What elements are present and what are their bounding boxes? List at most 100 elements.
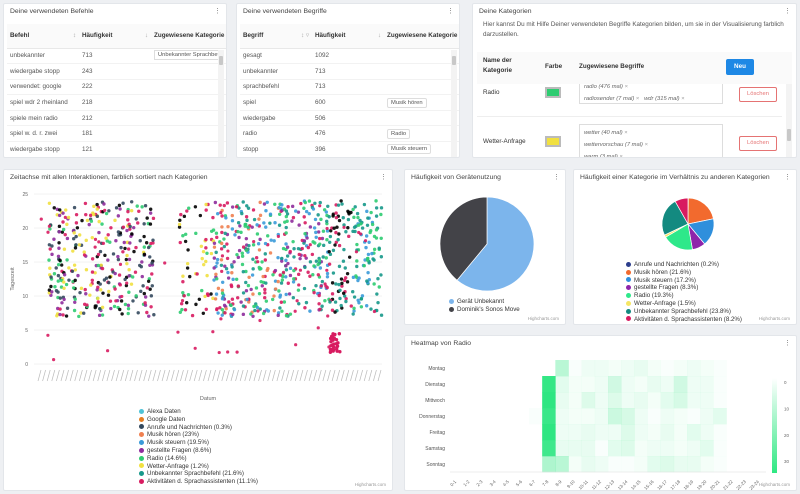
sort-icon[interactable]: ↓ [377, 32, 381, 40]
column-header-begriff[interactable]: Begriff ↕ ▿ [240, 24, 312, 49]
column-header-befehl[interactable]: Befehl ↕ [7, 24, 79, 49]
category-select[interactable]: Unbekannter Sprachbefehl [154, 49, 222, 60]
remove-term-icon[interactable]: × [644, 142, 648, 148]
legend-item[interactable]: Musik hören (23%) [139, 431, 258, 439]
table-row[interactable]: wiedergabe stopp 121 [7, 141, 226, 157]
highcharts-credit[interactable]: Highcharts.com [527, 316, 559, 321]
cell-category[interactable] [151, 79, 226, 96]
table-row[interactable]: spiele mein radio 212 [7, 110, 226, 127]
legend-item[interactable]: Alexa Daten [139, 408, 258, 416]
highcharts-credit[interactable]: Highcharts.com [758, 482, 790, 487]
table-row[interactable]: spiel 600 Musik hören [240, 94, 459, 111]
highcharts-credit[interactable]: Highcharts.com [354, 482, 386, 487]
legend-item[interactable]: Anrufe und Nachrichten (0.2%) [626, 261, 742, 269]
delete-category-button[interactable]: Löschen [739, 87, 777, 102]
terms-input[interactable]: wetter (40 mal) × wettervorschau (7 mal)… [579, 124, 723, 157]
cell-category[interactable]: Radio [384, 125, 459, 143]
panel-menu-icon[interactable]: ⋮ [784, 8, 791, 15]
commands-panel: Deine verwendeten Befehle ⋮ Befehl ↕ Häuf… [3, 3, 227, 158]
legend-item[interactable]: Anrufe und Nachrichten (0.3%) [139, 424, 258, 432]
remove-term-icon[interactable]: × [681, 96, 685, 102]
legend-item[interactable]: Unbekannter Sprachbefehl (23.8%) [626, 308, 742, 316]
sort-icon[interactable]: ↕ [72, 32, 76, 40]
cell-category[interactable]: Unbekannter Sprachbefehl [151, 48, 226, 65]
table-row[interactable]: sprachbefehl 713 [240, 79, 459, 96]
timeline-scatter-chart[interactable]: 0 5 10 15 20 25 Tageszeit Datum [4, 184, 393, 424]
legend-item[interactable]: Gerät Unbekannt [449, 298, 520, 306]
cell-category[interactable] [151, 63, 226, 80]
cell-category[interactable] [384, 48, 459, 65]
category-share-panel-title: Häufigkeit einer Kategorie im Verhältnis… [580, 174, 770, 181]
device-panel-title: Häufigkeit von Gerätenutzung [411, 174, 501, 181]
category-pie-chart[interactable] [574, 190, 797, 260]
highcharts-credit[interactable]: Highcharts.com [758, 316, 790, 321]
cell-category[interactable] [151, 141, 226, 157]
cell-category[interactable] [384, 63, 459, 80]
sort-icon[interactable]: ↓ [144, 32, 148, 40]
cell-category[interactable] [384, 79, 459, 96]
table-row[interactable]: verwendet: google 222 [7, 79, 226, 96]
chart-menu-icon[interactable]: ⋮ [784, 174, 791, 181]
cell-category[interactable]: Musik steuern [384, 141, 459, 157]
table-row[interactable]: gesagt 1092 [240, 48, 459, 65]
color-swatch[interactable] [545, 87, 561, 98]
table-row[interactable]: spiel w. d. r. zwei 181 [7, 125, 226, 143]
cell-count: 1092 [312, 48, 384, 65]
table-row[interactable]: unbekannter 713 [240, 63, 459, 80]
legend-item[interactable]: gestellte Fragen (8.6%) [139, 447, 258, 455]
remove-term-icon[interactable]: × [624, 130, 628, 136]
cell-category[interactable]: Musik hören [384, 94, 459, 111]
terms-input[interactable]: radio (476 mal) × radiosender (7 mal) × … [579, 84, 723, 104]
cell-category[interactable] [151, 125, 226, 143]
color-swatch[interactable] [545, 136, 561, 147]
legend-marker-icon [626, 308, 631, 314]
legend-item[interactable]: Aktivitäten d. Sprachassistenten (11.1%) [139, 478, 258, 486]
new-category-button[interactable]: Neu [726, 59, 754, 75]
legend-item[interactable]: Radio (19.3%) [626, 292, 742, 300]
legend-item[interactable]: Wetter-Anfrage (1.2%) [139, 463, 258, 471]
legend-item[interactable]: Google Daten [139, 416, 258, 424]
remove-term-icon[interactable]: × [635, 96, 640, 102]
chart-menu-icon[interactable]: ⋮ [380, 174, 387, 181]
table-row[interactable]: wiedergabe 506 [240, 110, 459, 127]
table-row[interactable]: stopp 396 Musik steuern [240, 141, 459, 157]
cell-category[interactable] [384, 110, 459, 127]
legend-item[interactable]: Unbekannter Sprachbefehl (21.6%) [139, 470, 258, 478]
chart-menu-icon[interactable]: ⋮ [553, 174, 560, 181]
table-row[interactable]: radio 476 Radio [240, 125, 459, 143]
legend-item[interactable]: Radio (14.6%) [139, 455, 258, 463]
remove-term-icon[interactable]: × [624, 84, 629, 90]
sort-filter-icon[interactable]: ↕ ▿ [300, 32, 309, 40]
category-name: Radio [483, 89, 500, 96]
table-row[interactable]: spiel wdr 2 rheinland 218 [7, 94, 226, 111]
legend-item[interactable]: gestellte Fragen (8.3%) [626, 284, 742, 292]
legend-item[interactable]: Dominik's Sonos Move [449, 306, 520, 314]
legend-item[interactable]: Wetter-Anfrage (1.5%) [626, 300, 742, 308]
legend-item[interactable]: Musik steuern (17.2%) [626, 277, 742, 285]
column-header-haeufigkeit[interactable]: Häufigkeit ↓ [79, 24, 151, 49]
chart-menu-icon[interactable]: ⋮ [784, 340, 791, 347]
device-pie-chart[interactable] [405, 184, 566, 294]
legend-marker-icon [139, 416, 144, 422]
table-row[interactable]: wiedergabe stopp 243 [7, 63, 226, 80]
svg-text:4-5: 4-5 [502, 479, 510, 487]
delete-category-button[interactable]: Löschen [739, 136, 777, 151]
category-row-wetter: Wetter-Anfrage wetter (40 mal) × wetterv… [477, 124, 782, 157]
scrollbar[interactable] [786, 84, 792, 157]
scrollbar[interactable] [451, 50, 457, 157]
category-chip[interactable]: Radio [387, 128, 411, 139]
legend-item[interactable]: Aktivitäten d. Sprachassistenten (8.2%) [626, 316, 742, 324]
cell-category[interactable] [151, 110, 226, 127]
panel-menu-icon[interactable]: ⋮ [447, 8, 454, 15]
legend-item[interactable]: Musik steuern (19.5%) [139, 439, 258, 447]
remove-term-icon[interactable]: × [619, 154, 623, 157]
category-chip[interactable]: Musik steuern [387, 144, 432, 155]
table-row[interactable]: unbekannter 713 Unbekannter Sprachbefehl [7, 48, 226, 65]
panel-menu-icon[interactable]: ⋮ [214, 8, 221, 15]
radio-heatmap-chart[interactable]: Montag Dienstag Mittwoch Donnerstag Freitag S… [405, 342, 797, 491]
column-header-haeufigkeit[interactable]: Häufigkeit ↓ [312, 24, 384, 49]
legend-item[interactable]: Musik hören (21.6%) [626, 269, 742, 277]
category-chip[interactable]: Musik hören [387, 97, 427, 108]
cell-category[interactable] [151, 94, 226, 111]
scrollbar[interactable] [218, 50, 224, 157]
